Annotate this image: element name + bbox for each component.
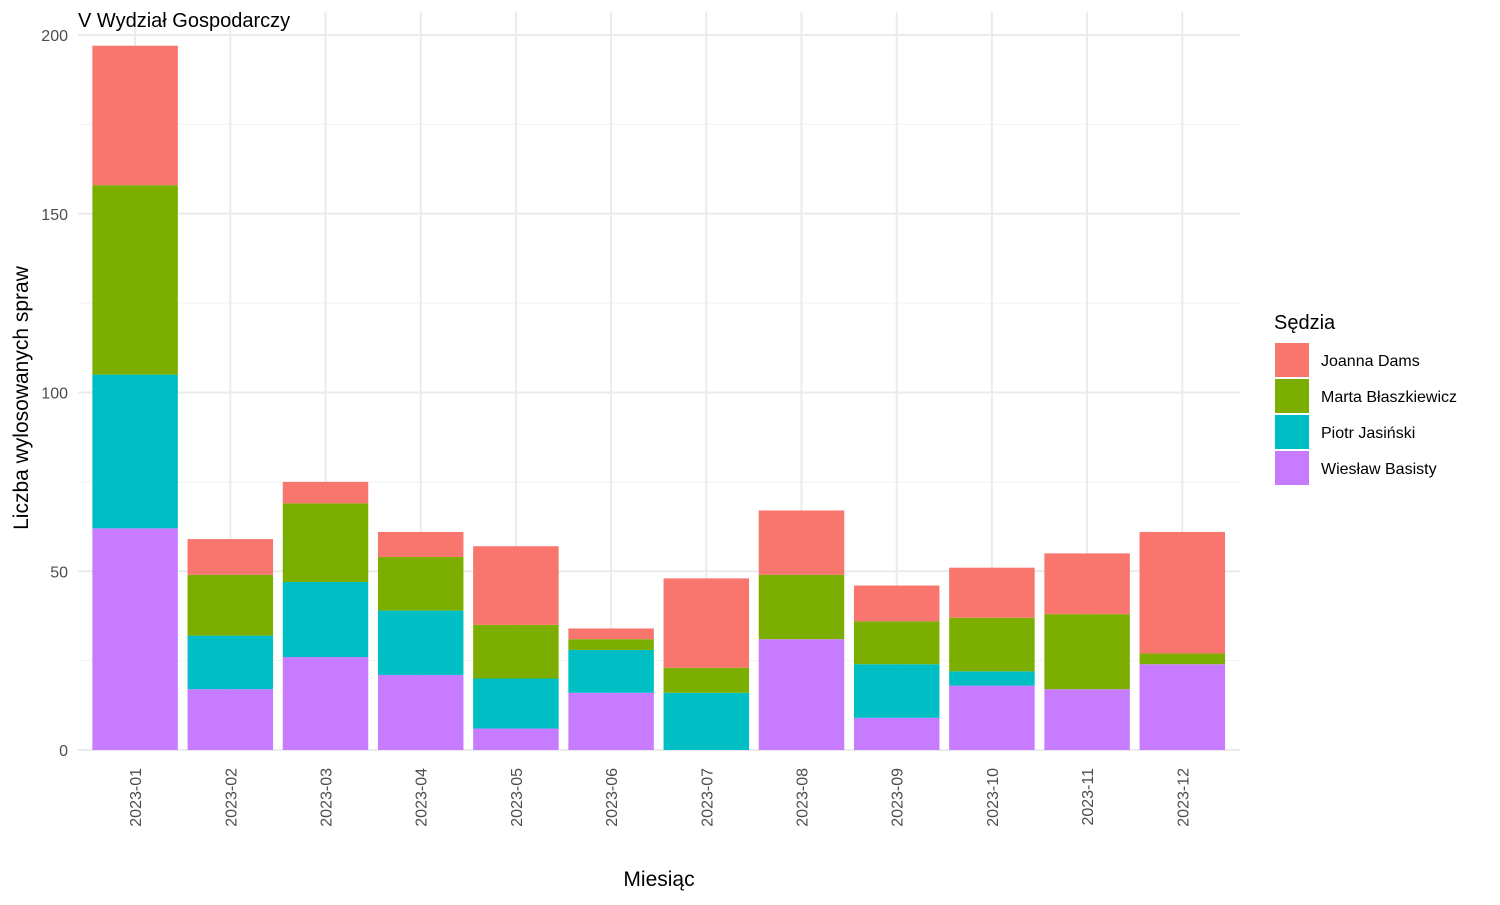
- bar-segment: [187, 574, 274, 636]
- bar-segment: [758, 639, 845, 750]
- y-tick-label: 50: [50, 564, 68, 581]
- bar-segment: [853, 621, 940, 665]
- bar-segment: [853, 664, 940, 718]
- legend-label: Piotr Jasiński: [1321, 425, 1415, 442]
- bar-segment: [187, 689, 274, 750]
- bar-segment: [282, 503, 369, 582]
- legend-title: Sędzia: [1274, 312, 1336, 334]
- bar-segment: [282, 481, 369, 504]
- bar-segment: [1044, 689, 1130, 750]
- bar-segment: [473, 678, 559, 729]
- legend-label: Marta Błaszkiewicz: [1321, 389, 1457, 406]
- x-tick-label: 2023-10: [985, 768, 1002, 827]
- y-tick-label: 200: [41, 28, 68, 45]
- bar-segment: [92, 528, 178, 750]
- x-tick-label: 2023-07: [699, 768, 716, 827]
- bar-segment: [568, 692, 654, 750]
- legend: Sędzia Joanna Dams Marta Błaszkiewicz Piot…: [1274, 312, 1457, 485]
- axes: 0 50 100 150 200 2023-01 2023-02 2023-03 2023-04…: [41, 28, 1192, 827]
- bar-segment: [568, 649, 654, 693]
- bar-segment: [473, 624, 559, 679]
- bar-segment: [1139, 664, 1226, 750]
- legend-key: [1275, 379, 1309, 413]
- x-tick-label: 2023-01: [128, 768, 145, 827]
- bar-segment: [377, 556, 464, 611]
- bar-segment: [758, 510, 845, 575]
- bar-segment: [377, 610, 464, 675]
- bar-segment: [758, 574, 845, 640]
- bars: [92, 45, 1226, 750]
- bar-segment: [1139, 531, 1226, 654]
- bar-segment: [92, 185, 178, 375]
- bar-segment: [1044, 614, 1130, 690]
- bar-segment: [377, 531, 464, 557]
- bar-segment: [949, 671, 1035, 686]
- legend-label: Wiesław Basisty: [1321, 461, 1437, 478]
- x-tick-label: 2023-11: [1080, 768, 1097, 826]
- x-tick-label: 2023-05: [509, 768, 526, 827]
- bar-segment: [92, 374, 178, 529]
- legend-key: [1275, 343, 1309, 377]
- bar-segment: [187, 635, 274, 690]
- y-tick-label: 100: [41, 386, 68, 403]
- bar-segment: [1044, 553, 1130, 615]
- chart-title: V Wydział Gospodarczy: [78, 10, 290, 32]
- x-tick-label: 2023-12: [1175, 768, 1192, 827]
- bar-segment: [853, 717, 940, 750]
- x-tick-label: 2023-02: [223, 768, 240, 827]
- bar-segment: [663, 692, 750, 750]
- bar-segment: [568, 628, 654, 640]
- x-tick-label: 2023-04: [414, 768, 431, 827]
- bar-segment: [282, 581, 369, 658]
- bar-segment: [92, 45, 178, 186]
- bar-segment: [1139, 653, 1226, 665]
- bar-segment: [949, 685, 1035, 750]
- y-tick-label: 150: [41, 207, 68, 224]
- bar-segment: [473, 728, 559, 750]
- bar-segment: [949, 617, 1035, 672]
- y-axis-title: Liczba wylosowanych spraw: [10, 265, 33, 530]
- x-tick-label: 2023-03: [319, 768, 336, 827]
- bar-segment: [949, 567, 1035, 618]
- bar-segment: [473, 546, 559, 625]
- legend-key: [1275, 451, 1309, 485]
- legend-key: [1275, 415, 1309, 449]
- bar-segment: [187, 539, 274, 575]
- bar-segment: [853, 585, 940, 622]
- bar-segment: [377, 674, 464, 750]
- x-tick-label: 2023-09: [890, 768, 907, 827]
- legend-label: Joanna Dams: [1321, 353, 1420, 370]
- bar-segment: [568, 639, 654, 650]
- bar-segment: [663, 578, 750, 668]
- x-tick-label: 2023-06: [604, 768, 621, 827]
- bar-segment: [282, 657, 369, 750]
- y-tick-label: 0: [59, 743, 68, 760]
- bar-segment: [663, 667, 750, 693]
- x-axis-title: Miesiąc: [623, 868, 694, 891]
- x-tick-label: 2023-08: [795, 768, 812, 827]
